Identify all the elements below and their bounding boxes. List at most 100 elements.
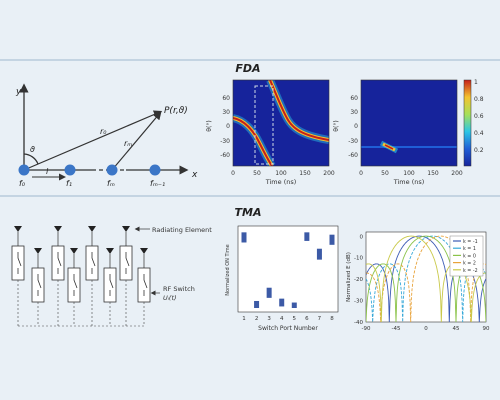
bar-chart-x-label: Switch Port Number xyxy=(258,325,318,332)
radiating-element-label: Radiating Element xyxy=(152,226,212,234)
heatmap-left-y-tick-neg30: -30 xyxy=(220,138,230,145)
antenna-column xyxy=(137,248,151,326)
node-label-f0: f₀ xyxy=(19,179,26,188)
array-diagram: Radiating Element RF Switch Uᵢ(t) xyxy=(11,226,212,327)
on-time-bar-5 xyxy=(291,302,297,308)
rf-switch-box xyxy=(11,245,25,281)
pattern-y-tick: -20 xyxy=(354,277,363,283)
rf-switch-label: RF Switch xyxy=(163,285,195,293)
antenna-column xyxy=(11,226,25,326)
bar-chart-x-tick-6: 6 xyxy=(305,316,309,322)
heatmap-right-background xyxy=(361,80,457,166)
pattern-x-tick: 90 xyxy=(483,326,490,332)
switch-symbol xyxy=(17,252,22,274)
antenna-column xyxy=(103,248,117,326)
rf-switch-box xyxy=(103,267,117,303)
heatmap-left-x-tick-200: 200 xyxy=(323,170,335,177)
heatmap-left-curve-1-core xyxy=(233,117,273,166)
heatmap-right-y-tick-30: 30 xyxy=(350,109,358,116)
legend-entry: k = 2 xyxy=(463,261,476,267)
heatmap-right-y-label: θ(°) xyxy=(333,120,340,131)
colorbar-tick-0-8: 0.8 xyxy=(474,96,484,103)
antenna-column xyxy=(51,226,65,326)
heatmap-left-frame xyxy=(232,79,330,167)
pattern-y-tick: -40 xyxy=(354,320,363,326)
pattern-x-tick: -45 xyxy=(392,326,401,332)
angle-label: ϑ xyxy=(30,145,35,154)
antenna-icon xyxy=(88,226,96,232)
bar-chart-x-tick-4: 4 xyxy=(280,316,284,322)
switch-symbol xyxy=(73,274,78,296)
colorbar-tick-1: 1 xyxy=(474,79,478,86)
antenna-column xyxy=(31,248,45,326)
heatmap-right-x-tick-100: 100 xyxy=(403,170,415,177)
switch-symbol xyxy=(37,274,42,296)
rf-switch-box xyxy=(119,245,133,281)
on-time-bar-1 xyxy=(241,232,247,243)
colorbar-tick-0-4: 0.4 xyxy=(474,130,484,137)
fda-heatmap-left: θ(°) 60 30 0 -30 -60 0 50 100 150 200 Ti… xyxy=(206,79,335,186)
bar-chart-plot-area xyxy=(237,225,339,313)
antenna-icon xyxy=(70,248,78,254)
on-time-bar-7 xyxy=(316,248,322,260)
geometry-diagram: y x ϑ P(r,ϑ) r₀ rₘ l f₀ f₁ fₘ fₘ₋₁ xyxy=(15,83,198,188)
heatmap-left-background xyxy=(233,80,329,166)
antenna-icon xyxy=(122,226,130,232)
heatmap-right-y-tick-0: 0 xyxy=(354,123,358,130)
heatmap-left-curve-2-core xyxy=(269,80,329,141)
heatmap-right-frame xyxy=(360,79,458,167)
antenna-icon xyxy=(140,248,148,254)
heatmap-left-y-tick-neg60: -60 xyxy=(220,152,230,159)
node-label-fm: fₘ xyxy=(107,179,115,188)
heatmap-left-x-tick-100: 100 xyxy=(275,170,287,177)
node-label-fm-1: fₘ₋₁ xyxy=(150,179,165,188)
switch-symbol xyxy=(109,274,114,296)
heatmap-left-x-tick-50: 50 xyxy=(253,170,261,177)
target-point-label: P(r,ϑ) xyxy=(164,106,188,116)
colorbar-tick-0-6: 0.6 xyxy=(474,113,484,120)
legend-entry: k = -1 xyxy=(463,239,478,245)
array-node-1 xyxy=(64,164,76,176)
pattern-y-label: Normalized E (dB) xyxy=(346,252,352,302)
pattern-curve-4 xyxy=(366,235,486,322)
rf-switch-box xyxy=(67,267,81,303)
radiation-pattern-chart: Normalized E (dB) k = -1k = 1k = 0 k = 2k… xyxy=(346,231,490,332)
array-node-m-minus-1 xyxy=(149,164,161,176)
on-time-bar-3 xyxy=(266,287,272,298)
array-node-m xyxy=(106,164,118,176)
antenna-icon xyxy=(34,248,42,254)
pattern-y-tick: -30 xyxy=(354,299,363,305)
switch-symbol xyxy=(91,252,96,274)
heatmap-left-x-tick-150: 150 xyxy=(299,170,311,177)
bar-chart-x-tick-7: 7 xyxy=(318,316,322,322)
legend-entry: k = 0 xyxy=(463,253,476,259)
pattern-y-tick: -10 xyxy=(354,256,363,262)
pattern-y-tick: 0 xyxy=(360,234,364,240)
on-time-bar-chart: Normalized ON Time Switch Port Number 1 2… xyxy=(225,225,339,332)
fda-heatmap-right: θ(°) 60 30 0 -30 -60 0 50 100 150 200 Ti… xyxy=(333,79,463,186)
antenna-icon xyxy=(54,226,62,232)
pattern-x-tick: -90 xyxy=(362,326,371,332)
spacing-label: l xyxy=(46,167,49,176)
switch-symbol xyxy=(143,274,148,296)
heatmap-right-pulse-core xyxy=(384,144,394,150)
bar-chart-x-tick-3: 3 xyxy=(267,316,271,322)
legend-entry: k = 1 xyxy=(463,246,476,252)
y-axis-label: y xyxy=(15,87,22,97)
switch-symbol xyxy=(57,252,62,274)
heatmap-right-x-tick-0: 0 xyxy=(359,170,363,177)
bar-chart-x-tick-1: 1 xyxy=(242,316,246,322)
colorbar-tick-0-2: 0.2 xyxy=(474,147,484,154)
pattern-legend: k = -1k = 1k = 0 k = 2k = -2 xyxy=(449,235,484,277)
antenna-column xyxy=(119,226,133,326)
heatmap-right-y-tick-neg30: -30 xyxy=(348,138,358,145)
fda-title: FDA xyxy=(235,62,260,75)
bar-chart-x-tick-2: 2 xyxy=(255,316,259,322)
range-rm-label: rₘ xyxy=(124,139,132,148)
heatmap-left-x-label: Time (ns) xyxy=(265,178,297,186)
pattern-x-tick: 45 xyxy=(453,326,460,332)
range-line-rm xyxy=(111,111,162,171)
pattern-x-tick: 0 xyxy=(424,326,428,332)
range-line-r0 xyxy=(23,110,163,171)
rf-switch-box xyxy=(51,245,65,281)
